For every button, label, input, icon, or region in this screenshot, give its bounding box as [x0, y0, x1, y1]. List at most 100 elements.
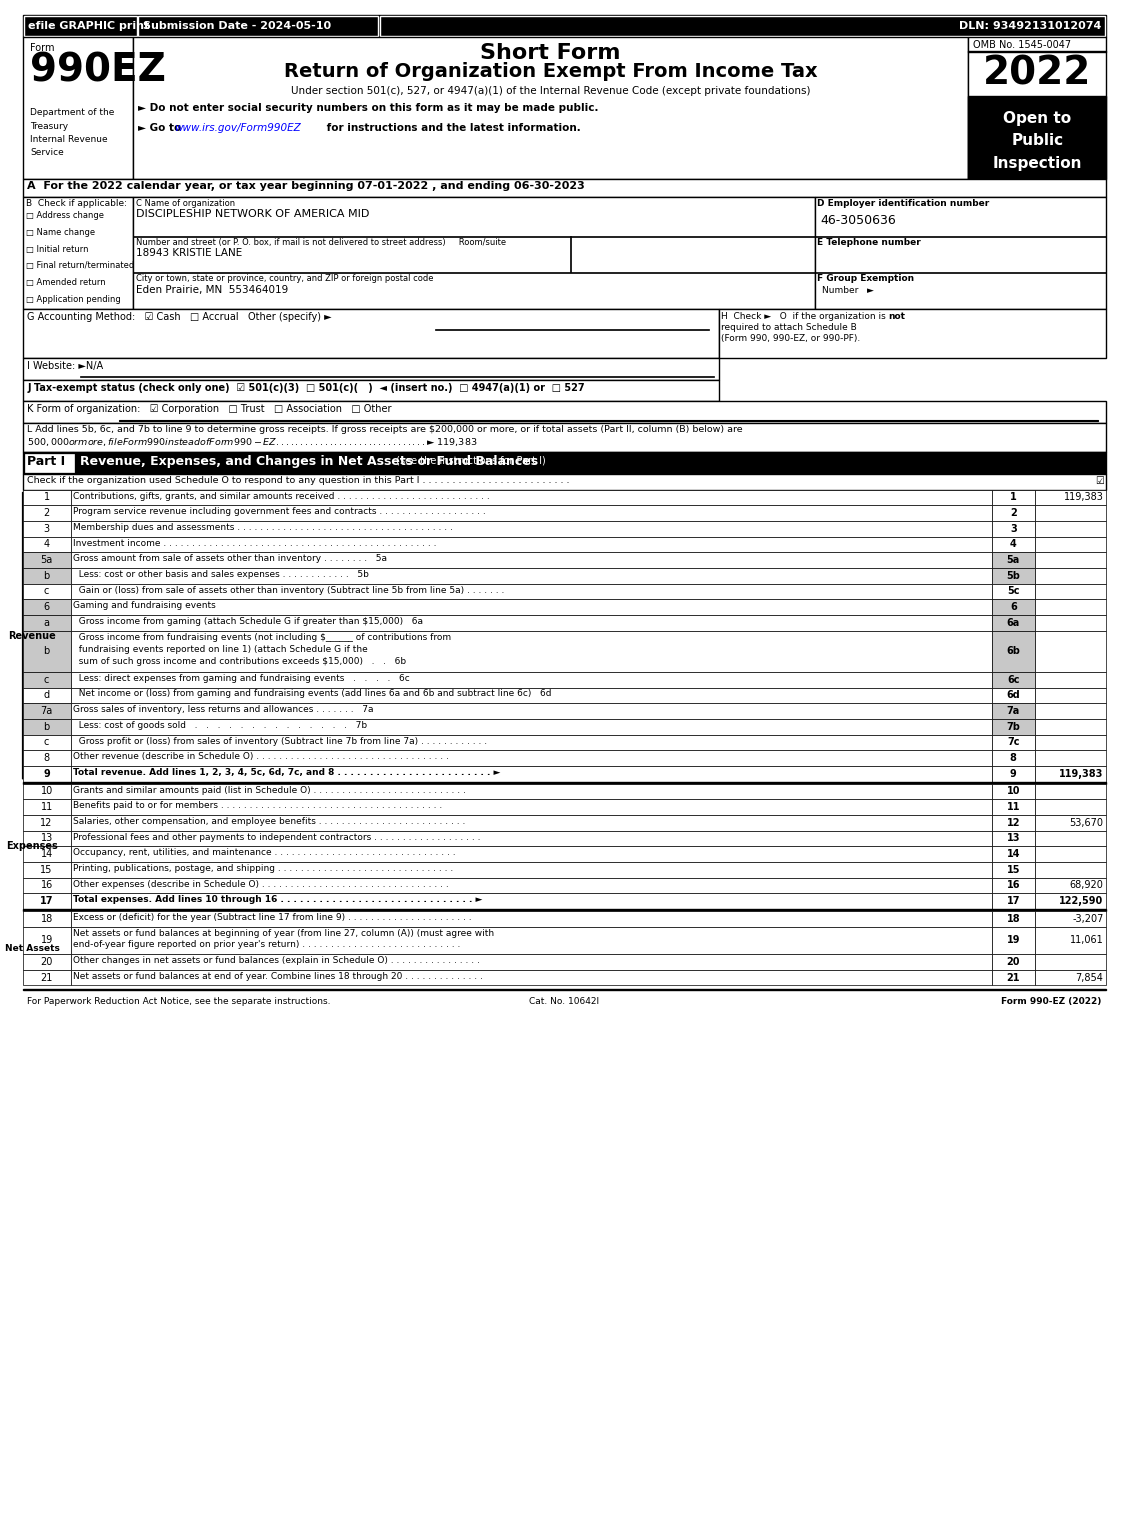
Text: Department of the
Treasury
Internal Revenue
Service: Department of the Treasury Internal Reve…: [30, 108, 115, 157]
Bar: [71, 537, 992, 552]
Bar: [1035, 927, 1106, 955]
Bar: [71, 799, 992, 814]
Text: K Form of organization:   ☑ Corporation   □ Trust   □ Association   □ Other: K Form of organization: ☑ Corporation □ …: [27, 404, 392, 415]
Bar: [969, 37, 1106, 178]
Text: G Accounting Method:   ☑ Cash   □ Accrual   Other (specify) ►: G Accounting Method: ☑ Cash □ Accrual Ot…: [27, 313, 332, 322]
Bar: [23, 567, 71, 584]
Bar: [23, 422, 1106, 453]
Bar: [71, 735, 992, 750]
Bar: [24, 17, 137, 35]
Bar: [1035, 490, 1106, 505]
Bar: [23, 37, 133, 178]
Text: 11: 11: [41, 802, 53, 813]
Bar: [133, 37, 969, 178]
Bar: [1035, 894, 1106, 909]
Text: □ Application pending: □ Application pending: [26, 294, 121, 303]
Bar: [1035, 537, 1106, 552]
Bar: [1035, 567, 1106, 584]
Bar: [23, 474, 1106, 490]
Bar: [1035, 599, 1106, 615]
Text: DISCIPLESHIP NETWORK OF AMERICA MID: DISCIPLESHIP NETWORK OF AMERICA MID: [135, 209, 369, 220]
Bar: [1035, 750, 1106, 766]
Bar: [1035, 552, 1106, 567]
Bar: [71, 878, 992, 894]
Text: 5b: 5b: [1006, 570, 1021, 581]
Text: 5a: 5a: [1007, 555, 1019, 566]
Text: Gross sales of inventory, less returns and allowances . . . . . . .   7a: Gross sales of inventory, less returns a…: [73, 705, 374, 714]
Bar: [1035, 799, 1106, 814]
Text: Grants and similar amounts paid (list in Schedule O) . . . . . . . . . . . . . .: Grants and similar amounts paid (list in…: [73, 785, 466, 795]
Text: Professional fees and other payments to independent contractors . . . . . . . . : Professional fees and other payments to …: [73, 833, 481, 842]
Bar: [1035, 631, 1106, 673]
Text: Other revenue (describe in Schedule O) . . . . . . . . . . . . . . . . . . . . .: Other revenue (describe in Schedule O) .…: [73, 752, 449, 761]
Bar: [71, 831, 992, 846]
Text: □ Address change: □ Address change: [26, 212, 104, 220]
Bar: [1035, 505, 1106, 522]
Bar: [23, 846, 71, 862]
Bar: [23, 894, 71, 909]
Text: ☑: ☑: [1095, 476, 1104, 486]
Text: 17: 17: [40, 897, 53, 906]
Text: Revenue: Revenue: [8, 631, 56, 640]
Text: Gross amount from sale of assets other than inventory . . . . . . . .   5a: Gross amount from sale of assets other t…: [73, 554, 387, 563]
Text: Less: cost or other basis and sales expenses . . . . . . . . . . . .   5b: Less: cost or other basis and sales expe…: [73, 570, 369, 580]
Text: Gain or (loss) from sale of assets other than inventory (Subtract line 5b from l: Gain or (loss) from sale of assets other…: [73, 586, 505, 595]
Bar: [992, 735, 1035, 750]
Text: 6: 6: [44, 602, 50, 612]
Text: 21: 21: [1007, 973, 1019, 982]
Text: 13: 13: [1007, 834, 1019, 843]
Bar: [992, 799, 1035, 814]
Bar: [23, 453, 1106, 474]
Bar: [71, 814, 992, 831]
Bar: [71, 894, 992, 909]
Text: E Telephone number: E Telephone number: [817, 238, 921, 247]
Bar: [23, 955, 71, 970]
Bar: [71, 505, 992, 522]
Bar: [1035, 970, 1106, 985]
Bar: [23, 631, 71, 673]
Bar: [992, 862, 1035, 878]
Bar: [815, 197, 1106, 310]
Bar: [71, 615, 992, 631]
Text: 6b: 6b: [1006, 647, 1021, 656]
Text: 7,854: 7,854: [1076, 973, 1103, 982]
Bar: [71, 688, 992, 703]
Text: 15: 15: [1007, 865, 1019, 875]
Bar: [992, 846, 1035, 862]
Text: Gross income from gaming (attach Schedule G if greater than $15,000)   6a: Gross income from gaming (attach Schedul…: [73, 618, 423, 625]
Text: 7c: 7c: [1007, 738, 1019, 747]
Bar: [1035, 703, 1106, 718]
Text: Benefits paid to or for members . . . . . . . . . . . . . . . . . . . . . . . . : Benefits paid to or for members . . . . …: [73, 801, 443, 810]
Text: Other expenses (describe in Schedule O) . . . . . . . . . . . . . . . . . . . . : Other expenses (describe in Schedule O) …: [73, 880, 449, 889]
Text: Short Form: Short Form: [480, 43, 621, 63]
Bar: [23, 688, 71, 703]
Text: 122,590: 122,590: [1059, 897, 1103, 906]
Text: □ Final return/terminated: □ Final return/terminated: [26, 261, 134, 270]
Text: 17: 17: [1007, 897, 1019, 906]
Text: 3: 3: [44, 523, 50, 534]
Text: www.irs.gov/Form990EZ: www.irs.gov/Form990EZ: [174, 124, 301, 133]
Text: d: d: [44, 691, 50, 700]
Text: 5c: 5c: [1007, 587, 1019, 596]
Text: Under section 501(c), 527, or 4947(a)(1) of the Internal Revenue Code (except pr: Under section 501(c), 527, or 4947(a)(1)…: [291, 85, 811, 96]
Text: 19: 19: [1007, 935, 1019, 945]
Text: Gross income from fundraising events (not including $______ of contributions fro: Gross income from fundraising events (no…: [73, 633, 452, 666]
Bar: [23, 615, 71, 631]
Text: Salaries, other compensation, and employee benefits . . . . . . . . . . . . . . : Salaries, other compensation, and employ…: [73, 817, 466, 827]
Text: 53,670: 53,670: [1069, 817, 1103, 828]
Bar: [23, 766, 71, 782]
Text: F Group Exemption: F Group Exemption: [817, 274, 914, 284]
Text: 19: 19: [41, 935, 53, 945]
Bar: [23, 310, 718, 358]
Text: 21: 21: [41, 973, 53, 982]
Text: for instructions and the latest information.: for instructions and the latest informat…: [323, 124, 580, 133]
Text: 14: 14: [1007, 849, 1019, 859]
Bar: [23, 197, 133, 310]
Bar: [23, 358, 718, 380]
Bar: [1035, 814, 1106, 831]
Text: 2022: 2022: [983, 55, 1092, 93]
Bar: [71, 862, 992, 878]
Text: Less: cost of goods sold   .   .   .   .   .   .   .   .   .   .   .   .   .   .: Less: cost of goods sold . . . . . . . .…: [73, 721, 368, 730]
Text: Program service revenue including government fees and contracts . . . . . . . . : Program service revenue including govern…: [73, 508, 487, 515]
Text: 13: 13: [41, 834, 53, 843]
